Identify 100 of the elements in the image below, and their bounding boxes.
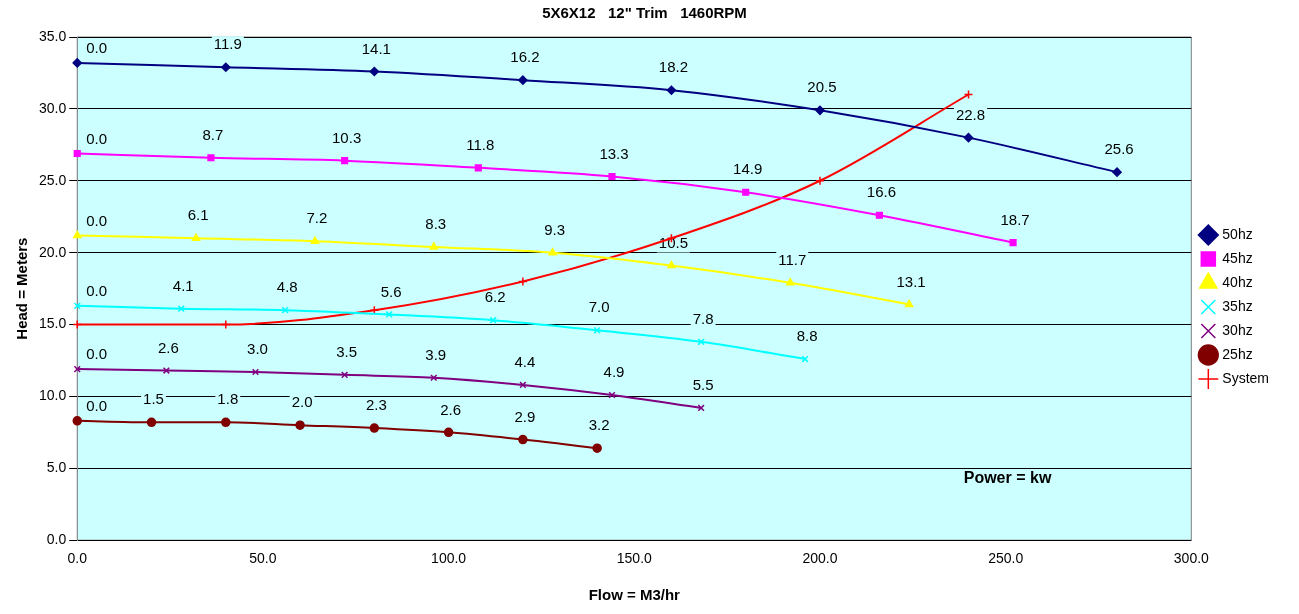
y-tick-label: 15.0 [39,315,67,332]
point [221,62,231,72]
annotation: 3.0 [247,340,268,358]
annotation: 8.7 [202,125,224,143]
point [177,305,185,313]
point [369,423,380,433]
point [221,417,231,428]
annotation: 0.0 [86,129,108,147]
legend-label: 25hz [1222,345,1253,362]
annotation: 1.5 [143,390,164,408]
point [341,157,349,165]
annotation: 8.3 [425,215,447,233]
annotation: 0.0 [86,345,108,363]
point [72,319,82,330]
annotation: 16.6 [866,183,896,201]
point [146,417,157,428]
annotation: 8.8 [796,327,818,345]
point [815,105,825,116]
y-tick-label: 20.0 [39,243,67,260]
point [518,75,528,85]
legend-label: 30hz [1222,321,1253,338]
chart-title: 5X6X12 12" Trim 1460RPM [542,4,747,22]
point [221,319,231,330]
point [430,374,438,382]
annotation: 2.0 [291,393,313,411]
point [518,276,528,287]
x-tick-label: 0.0 [67,550,88,567]
point [72,58,82,68]
point [489,316,497,324]
x-tick-label: 100.0 [431,550,467,567]
legend-label: 40hz [1222,273,1253,290]
point [815,176,825,186]
annotation: 0.0 [86,39,108,57]
annotation: 4.4 [514,353,536,371]
y-tick-label: 35.0 [39,27,67,44]
annotation: 11.8 [466,135,495,153]
annotation: 5.6 [380,282,402,300]
point [73,230,82,239]
annotation: 2.6 [440,400,462,418]
annotation: 11.7 [778,250,807,268]
point [73,149,81,158]
x-tick-label: 50.0 [249,550,277,567]
annotation: 2.3 [365,396,387,414]
point [310,236,320,244]
point [742,188,750,196]
annotation: 13.3 [599,144,629,162]
annotation: 2.6 [157,338,179,356]
x-tick-label: 200.0 [802,550,838,567]
annotation: 3.2 [588,416,610,434]
point [191,233,201,242]
annotation: 6.2 [484,288,506,306]
annotation: 3.5 [336,343,358,360]
point [608,172,616,181]
y-axis-title: Head = Meters [13,237,31,340]
point [295,420,305,430]
point [72,416,82,426]
point [474,164,482,172]
y-tick-label: 30.0 [39,99,67,116]
annotation: 1.8 [217,390,239,408]
legend-label: 45hz [1222,249,1253,266]
x-axis-title: Flow = M3/hr [588,586,681,604]
point [207,154,215,162]
annotation: 0.0 [86,281,108,299]
annotation: 20.5 [807,78,837,96]
annotation: 18.2 [658,58,689,76]
x-tick-label: 250.0 [988,550,1024,567]
annotation: 10.3 [332,128,362,146]
point [429,242,438,250]
annotation: 13.1 [896,272,926,290]
point [518,434,528,445]
point [251,368,260,376]
legend-label: 50hz [1222,225,1253,242]
annotation: 18.7 [1000,210,1030,228]
annotation: 7.2 [306,209,328,227]
annotation: 4.9 [603,363,625,381]
legend-label: 35hz [1222,297,1253,314]
annotation: 0.0 [86,211,108,229]
y-tick-label: 10.0 [39,387,67,404]
y-tick-label: 5.0 [46,459,67,476]
y-tick-label: 0.0 [46,531,67,548]
x-tick-label: 300.0 [1173,550,1210,567]
point [1009,239,1017,247]
annotation: 16.2 [510,48,540,66]
annotation: 4.1 [172,276,194,294]
point [875,211,883,219]
point [666,85,677,95]
point [963,132,974,143]
point [443,427,454,438]
annotation: 11.9 [213,35,242,53]
annotation: Power = kw [963,468,1052,486]
x-tick-label: 150.0 [616,550,653,567]
point [608,391,616,399]
point [904,299,914,308]
point [592,443,602,453]
point [786,278,795,286]
legend-label: System [1222,369,1270,386]
point [281,306,289,314]
annotation: 0.0 [86,397,108,415]
point [369,66,380,77]
annotation: 9.3 [544,220,566,238]
